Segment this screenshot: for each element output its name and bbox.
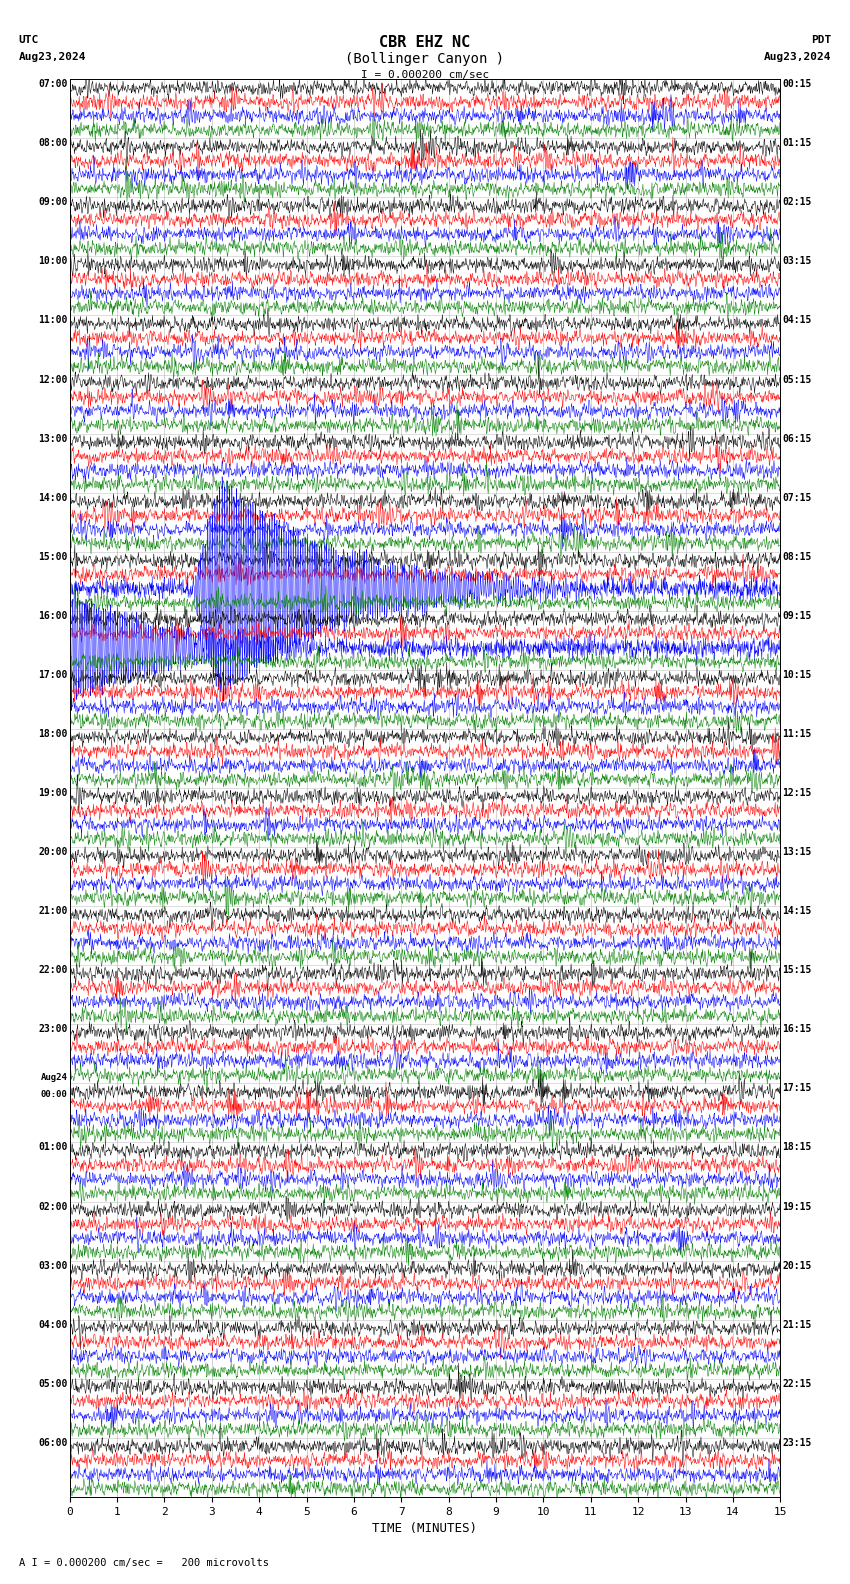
- Text: 12:15: 12:15: [783, 789, 812, 798]
- X-axis label: TIME (MINUTES): TIME (MINUTES): [372, 1522, 478, 1535]
- Text: 21:00: 21:00: [38, 906, 67, 916]
- Text: 02:00: 02:00: [38, 1202, 67, 1212]
- Text: I = 0.000200 cm/sec: I = 0.000200 cm/sec: [361, 70, 489, 79]
- Text: 00:15: 00:15: [783, 79, 812, 89]
- Text: 12:00: 12:00: [38, 374, 67, 385]
- Text: 14:15: 14:15: [783, 906, 812, 916]
- Text: 09:15: 09:15: [783, 611, 812, 621]
- Text: 16:15: 16:15: [783, 1025, 812, 1034]
- Text: 14:00: 14:00: [38, 493, 67, 502]
- Text: 18:15: 18:15: [783, 1142, 812, 1153]
- Text: 15:00: 15:00: [38, 551, 67, 562]
- Text: A I = 0.000200 cm/sec =   200 microvolts: A I = 0.000200 cm/sec = 200 microvolts: [19, 1559, 269, 1568]
- Text: 07:00: 07:00: [38, 79, 67, 89]
- Text: 11:15: 11:15: [783, 729, 812, 740]
- Text: Aug23,2024: Aug23,2024: [19, 52, 86, 62]
- Text: 17:15: 17:15: [783, 1083, 812, 1093]
- Text: Aug24: Aug24: [41, 1074, 67, 1082]
- Text: 20:15: 20:15: [783, 1261, 812, 1270]
- Text: Aug23,2024: Aug23,2024: [764, 52, 831, 62]
- Text: UTC: UTC: [19, 35, 39, 44]
- Text: 19:15: 19:15: [783, 1202, 812, 1212]
- Text: 05:00: 05:00: [38, 1378, 67, 1389]
- Text: 05:15: 05:15: [783, 374, 812, 385]
- Text: 06:00: 06:00: [38, 1438, 67, 1448]
- Text: 04:00: 04:00: [38, 1319, 67, 1329]
- Text: 01:15: 01:15: [783, 138, 812, 149]
- Text: 04:15: 04:15: [783, 315, 812, 325]
- Text: 17:00: 17:00: [38, 670, 67, 680]
- Text: 09:00: 09:00: [38, 198, 67, 208]
- Text: 22:00: 22:00: [38, 965, 67, 976]
- Text: 07:15: 07:15: [783, 493, 812, 502]
- Text: 03:15: 03:15: [783, 257, 812, 266]
- Text: 23:00: 23:00: [38, 1025, 67, 1034]
- Text: 06:15: 06:15: [783, 434, 812, 444]
- Text: 13:15: 13:15: [783, 847, 812, 857]
- Text: 08:00: 08:00: [38, 138, 67, 149]
- Text: 02:15: 02:15: [783, 198, 812, 208]
- Text: 03:00: 03:00: [38, 1261, 67, 1270]
- Text: 18:00: 18:00: [38, 729, 67, 740]
- Text: 10:15: 10:15: [783, 670, 812, 680]
- Text: PDT: PDT: [811, 35, 831, 44]
- Text: 16:00: 16:00: [38, 611, 67, 621]
- Text: 00:00: 00:00: [41, 1090, 67, 1099]
- Text: 10:00: 10:00: [38, 257, 67, 266]
- Text: 15:15: 15:15: [783, 965, 812, 976]
- Text: CBR EHZ NC: CBR EHZ NC: [379, 35, 471, 49]
- Text: 23:15: 23:15: [783, 1438, 812, 1448]
- Text: 13:00: 13:00: [38, 434, 67, 444]
- Text: 08:15: 08:15: [783, 551, 812, 562]
- Text: 22:15: 22:15: [783, 1378, 812, 1389]
- Text: 20:00: 20:00: [38, 847, 67, 857]
- Text: 21:15: 21:15: [783, 1319, 812, 1329]
- Text: 19:00: 19:00: [38, 789, 67, 798]
- Text: (Bollinger Canyon ): (Bollinger Canyon ): [345, 52, 505, 67]
- Text: 01:00: 01:00: [38, 1142, 67, 1153]
- Text: 11:00: 11:00: [38, 315, 67, 325]
